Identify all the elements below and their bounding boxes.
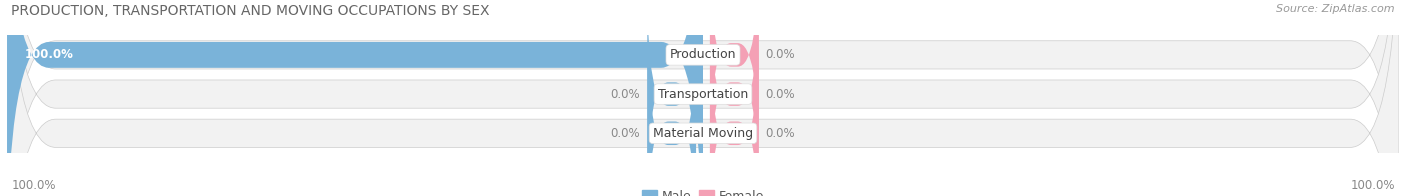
Text: 0.0%: 0.0%: [766, 88, 796, 101]
FancyBboxPatch shape: [710, 0, 759, 161]
Legend: Male, Female: Male, Female: [637, 185, 769, 196]
Text: 100.0%: 100.0%: [1350, 179, 1395, 192]
Text: PRODUCTION, TRANSPORTATION AND MOVING OCCUPATIONS BY SEX: PRODUCTION, TRANSPORTATION AND MOVING OC…: [11, 4, 489, 18]
FancyBboxPatch shape: [7, 0, 1399, 196]
Text: Source: ZipAtlas.com: Source: ZipAtlas.com: [1277, 4, 1395, 14]
Text: 0.0%: 0.0%: [610, 127, 640, 140]
Text: Material Moving: Material Moving: [652, 127, 754, 140]
Text: 0.0%: 0.0%: [766, 48, 796, 61]
Text: 0.0%: 0.0%: [766, 127, 796, 140]
FancyBboxPatch shape: [7, 0, 1399, 196]
Text: Transportation: Transportation: [658, 88, 748, 101]
Text: 100.0%: 100.0%: [11, 179, 56, 192]
Text: 0.0%: 0.0%: [610, 88, 640, 101]
FancyBboxPatch shape: [647, 0, 696, 196]
Text: 100.0%: 100.0%: [24, 48, 73, 61]
FancyBboxPatch shape: [7, 0, 1399, 196]
Text: Production: Production: [669, 48, 737, 61]
FancyBboxPatch shape: [647, 27, 696, 196]
FancyBboxPatch shape: [710, 0, 759, 196]
FancyBboxPatch shape: [710, 27, 759, 196]
FancyBboxPatch shape: [7, 0, 703, 196]
